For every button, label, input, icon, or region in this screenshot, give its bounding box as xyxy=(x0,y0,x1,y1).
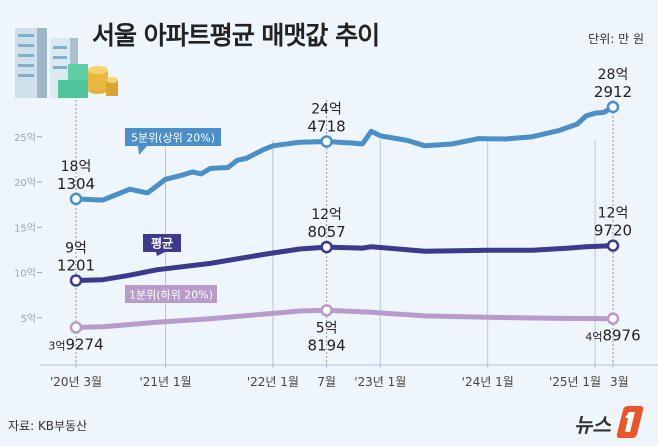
data-label-bottom: 1304 xyxy=(57,175,95,193)
x-tick-label: '20년 3월 xyxy=(50,375,102,389)
data-label-top: 12억 xyxy=(311,207,342,223)
news1-logo: 뉴스 xyxy=(574,402,644,444)
unit-label: 단위: 만 원 xyxy=(588,32,644,46)
data-label: 4억8976 xyxy=(585,327,640,345)
apartment-coins-illustration xyxy=(10,20,120,109)
y-tick-label: 5억 xyxy=(20,313,36,325)
series-line xyxy=(73,104,616,203)
data-point-marker xyxy=(606,312,620,325)
data-label-top: 5억 xyxy=(316,320,338,336)
data-point-marker xyxy=(320,135,333,148)
series-name-tag-pointer xyxy=(138,146,147,155)
y-tick-label: 15억 xyxy=(14,222,36,234)
data-label-top: 24억 xyxy=(311,102,342,118)
data-label: 3억9274 xyxy=(48,335,103,353)
x-tick-label: '22년 1월 xyxy=(247,375,299,389)
x-tick-label: 7월 xyxy=(317,375,336,389)
data-point-marker xyxy=(320,240,333,254)
x-tick-label: '25년 1월 xyxy=(549,375,601,389)
series-name-tag xyxy=(125,285,217,303)
data-label-top: 12억 xyxy=(598,206,629,222)
series-name-tag xyxy=(143,234,181,252)
x-tick-label: 3월 xyxy=(610,375,629,389)
x-tick-label: '21년 1월 xyxy=(139,375,191,389)
series-name-label: 1분위(하위 20%) xyxy=(129,288,213,302)
data-label-top: 9억 xyxy=(65,240,87,256)
data-label-bottom: 8057 xyxy=(308,223,346,241)
data-point-marker xyxy=(69,192,83,206)
data-point-marker xyxy=(69,321,83,334)
chart-title: 서울 아파트평균 매맷값 추이 xyxy=(92,21,380,50)
x-tick-label: '23년 1월 xyxy=(354,375,406,389)
y-tick-label: 25억 xyxy=(14,132,36,144)
data-point-marker xyxy=(606,239,620,252)
data-label-top: 28억 xyxy=(598,67,629,83)
data-label-top: 18억 xyxy=(61,159,92,175)
data-point-marker xyxy=(320,304,333,317)
y-tick-label: 20억 xyxy=(14,177,36,189)
y-tick-label: 10억 xyxy=(14,268,36,280)
data-point-marker xyxy=(69,274,83,287)
data-label-bottom: 8194 xyxy=(308,336,346,354)
svg-text:뉴스: 뉴스 xyxy=(574,413,612,437)
series-name-tag-pointer xyxy=(156,252,165,256)
data-label-bottom: 4718 xyxy=(308,118,346,136)
x-tick-label: '24년 1월 xyxy=(462,375,514,389)
series-line xyxy=(73,307,616,330)
data-label-bottom: 9720 xyxy=(594,222,632,240)
series-name-label: 평균 xyxy=(151,237,173,251)
source-label: 자료: KB부동산 xyxy=(8,419,88,433)
data-label-bottom: 1201 xyxy=(57,256,95,274)
data-point-marker xyxy=(606,100,620,114)
series-name-label: 5분위(상위 20%) xyxy=(131,132,215,145)
series-line xyxy=(73,243,616,283)
series-name-tag xyxy=(125,128,221,146)
data-label-bottom: 2912 xyxy=(594,83,632,101)
